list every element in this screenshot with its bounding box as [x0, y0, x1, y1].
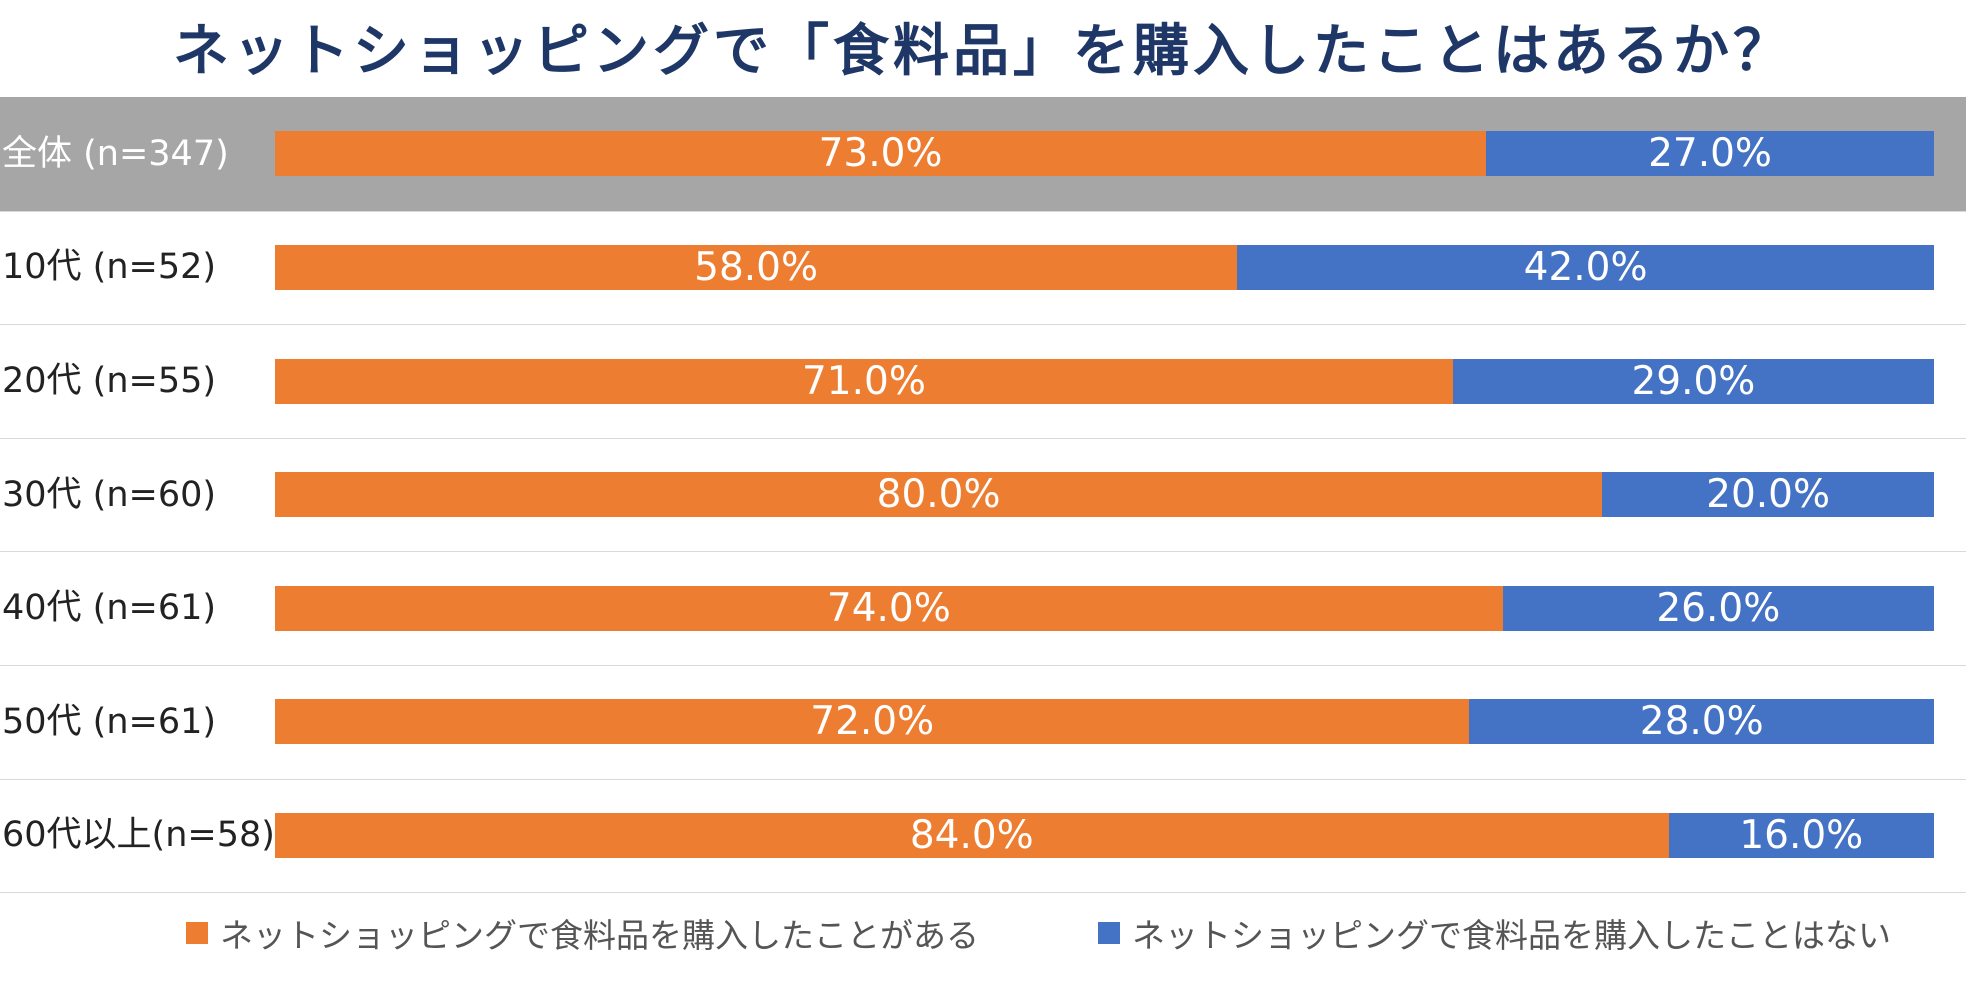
data-label: 16.0%: [1739, 812, 1864, 858]
bar-not-purchased: [1502, 585, 1934, 631]
bar-purchased: [275, 244, 1238, 290]
legend-swatch-purchased: [186, 922, 208, 944]
row-separator: [0, 324, 1966, 326]
row-separator: [0, 551, 1966, 553]
bar-not-purchased: [1668, 812, 1934, 858]
bar-purchased: [275, 812, 1669, 858]
bar-not-purchased: [1452, 358, 1934, 404]
data-label: 29.0%: [1631, 358, 1756, 404]
legend: ネットショッピングで食料品を購入したことがある ネットショッピングで食料品を購入…: [0, 908, 1966, 958]
data-label: 71.0%: [801, 358, 926, 404]
row-separator: [0, 665, 1966, 666]
row-separator: [0, 437, 1966, 439]
bar-purchased: [275, 472, 1603, 518]
category-label: 10代 (n=52): [2, 247, 217, 288]
bar-not-purchased: [1237, 244, 1934, 290]
legend-swatch-not-purchased: [1098, 922, 1120, 944]
data-label: 26.0%: [1656, 585, 1781, 631]
data-label: 74.0%: [826, 585, 951, 631]
data-label: 72.0%: [810, 699, 935, 745]
row-separator: [0, 892, 1966, 894]
legend-label-not-purchased: ネットショッピングで食料品を購入したことはない: [1132, 916, 1891, 955]
data-label: 80.0%: [876, 472, 1001, 518]
data-label: 20.0%: [1706, 472, 1831, 518]
data-label: 27.0%: [1648, 131, 1772, 177]
bar-not-purchased: [1486, 131, 1934, 177]
category-label: 20代 (n=55): [2, 361, 217, 401]
data-label: 42.0%: [1523, 244, 1648, 290]
category-label: 60代以上(n=58): [2, 815, 275, 856]
row-separator: [0, 778, 1966, 780]
bar-not-purchased: [1602, 472, 1934, 518]
category-label: 全体 (n=347): [2, 133, 229, 174]
bar-purchased: [275, 131, 1487, 177]
data-label: 58.0%: [694, 244, 819, 290]
category-label: 50代 (n=61): [2, 701, 217, 742]
bar-not-purchased: [1469, 699, 1934, 745]
legend-item-not-purchased: ネットショッピングで食料品を購入したことはない: [1098, 908, 1891, 958]
bar-purchased: [275, 699, 1470, 745]
category-label: 30代 (n=60): [2, 474, 217, 515]
category-label: 40代 (n=61): [2, 588, 217, 629]
data-label: 73.0%: [818, 131, 943, 177]
data-label: 84.0%: [909, 812, 1034, 858]
bar-purchased: [275, 585, 1503, 631]
chart-title: ネットショッピングで「食料品」を購入したことはあるか？: [173, 19, 1793, 84]
data-label: 28.0%: [1639, 699, 1764, 745]
legend-item-purchased: ネットショッピングで食料品を購入したことがある: [186, 908, 979, 958]
row-separator: [0, 210, 1966, 212]
legend-label-purchased: ネットショッピングで食料品を購入したことがある: [220, 916, 979, 955]
bar-purchased: [275, 358, 1453, 404]
